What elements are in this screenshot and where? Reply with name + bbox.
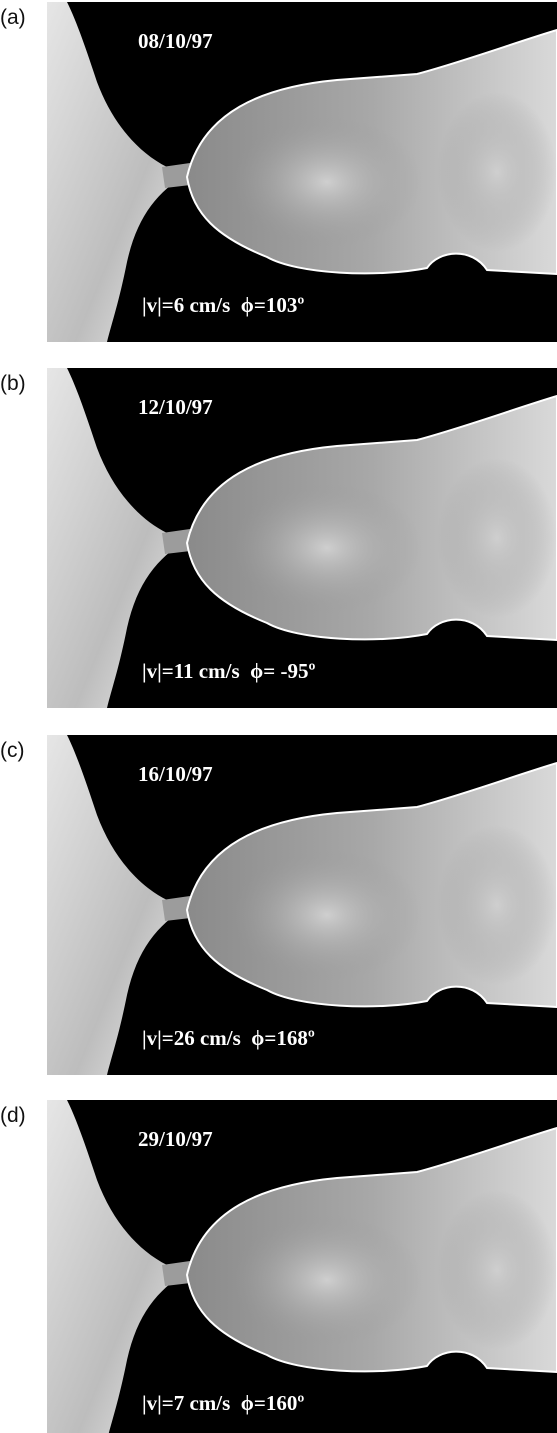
velocity-caption: |v|=7 cm/s ϕ=160º xyxy=(142,1391,304,1415)
eddy xyxy=(437,458,557,618)
eddy xyxy=(437,92,557,252)
satellite-image xyxy=(47,1100,557,1433)
velocity-caption: |v|=6 cm/s ϕ=103º xyxy=(142,293,304,317)
eddy xyxy=(232,483,422,613)
eddy xyxy=(232,117,422,247)
satellite-image xyxy=(47,735,557,1075)
panel-label: (d) xyxy=(0,1104,26,1127)
satellite-image xyxy=(47,368,557,708)
velocity-caption: |v|=11 cm/s ϕ= -95º xyxy=(142,659,315,683)
eddy xyxy=(232,1215,422,1345)
image-date: 29/10/97 xyxy=(138,1127,213,1151)
eddy xyxy=(437,1190,557,1350)
figure: (a) 08/10/97 |v|=6 cm/s ϕ=103º (b) 12/10/97 |… xyxy=(0,0,557,1433)
image-date: 08/10/97 xyxy=(138,29,213,53)
panel-label: (c) xyxy=(0,739,25,762)
eddy xyxy=(232,850,422,980)
panel-label: (b) xyxy=(0,372,26,395)
satellite-image xyxy=(47,2,557,342)
velocity-caption: |v|=26 cm/s ϕ=168º xyxy=(142,1026,315,1050)
panel-label: (a) xyxy=(0,6,26,29)
image-date: 12/10/97 xyxy=(138,395,213,419)
image-date: 16/10/97 xyxy=(138,762,213,786)
eddy xyxy=(437,825,557,985)
